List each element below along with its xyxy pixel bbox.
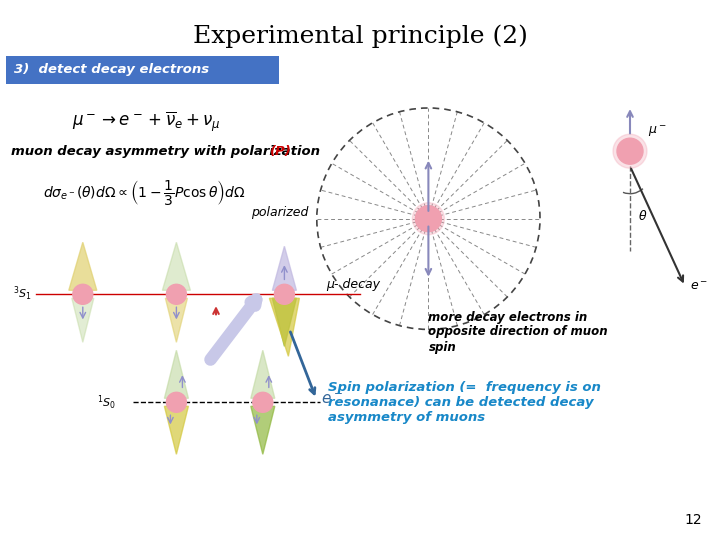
Circle shape: [73, 284, 93, 305]
Polygon shape: [164, 350, 189, 399]
Polygon shape: [269, 298, 300, 356]
Text: $^3S_1$: $^3S_1$: [13, 285, 32, 303]
Circle shape: [166, 284, 186, 305]
Polygon shape: [251, 406, 275, 454]
Text: 3)  detect decay electrons: 3) detect decay electrons: [14, 63, 209, 76]
Circle shape: [613, 134, 647, 168]
Text: $\mu^- \rightarrow e^- + \overline{\nu}_e + \nu_\mu$: $\mu^- \rightarrow e^- + \overline{\nu}_…: [72, 109, 221, 134]
Circle shape: [166, 392, 186, 413]
Text: μ- decay: μ- decay: [326, 278, 380, 291]
Text: $\theta$: $\theta$: [638, 209, 647, 223]
Text: polarized: polarized: [251, 206, 308, 219]
Bar: [6, 56, 279, 84]
Polygon shape: [251, 350, 275, 399]
Text: 12: 12: [685, 512, 702, 526]
Text: muon decay asymmetry with polarization: muon decay asymmetry with polarization: [11, 145, 325, 158]
Text: Spin polarization (=  frequency is on
resonanace) can be detected decay
asymmetr: Spin polarization (= frequency is on res…: [328, 381, 600, 424]
Circle shape: [617, 138, 643, 164]
Text: $^1S_0$: $^1S_0$: [97, 393, 116, 411]
Circle shape: [253, 392, 273, 413]
Polygon shape: [163, 242, 190, 291]
Polygon shape: [72, 298, 94, 342]
Circle shape: [413, 202, 444, 235]
Polygon shape: [166, 298, 187, 342]
Text: $e^-$: $e^-$: [690, 280, 708, 293]
Text: (P): (P): [270, 145, 292, 158]
Text: Experimental principle (2): Experimental principle (2): [192, 24, 528, 48]
Text: $d\sigma_{e^-}(\theta)d\Omega \propto \left(1 - \dfrac{1}{3}P\cos\theta\right)d\: $d\sigma_{e^-}(\theta)d\Omega \propto \l…: [43, 178, 246, 207]
Text: more decay electrons in
opposite direction of muon
spin: more decay electrons in opposite directi…: [428, 310, 608, 354]
Circle shape: [274, 284, 294, 305]
Circle shape: [415, 206, 441, 232]
Polygon shape: [272, 298, 297, 346]
Text: $\mu^-$: $\mu^-$: [648, 124, 667, 139]
Polygon shape: [69, 242, 96, 291]
Text: $e^-$: $e^-$: [321, 392, 343, 407]
Polygon shape: [272, 246, 297, 291]
Polygon shape: [164, 406, 189, 454]
